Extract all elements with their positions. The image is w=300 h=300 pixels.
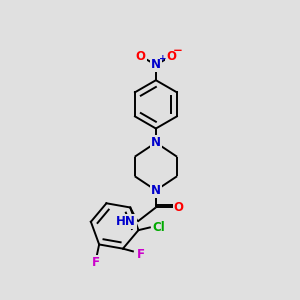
Text: F: F bbox=[136, 248, 145, 261]
Text: HN: HN bbox=[116, 215, 136, 228]
Text: Cl: Cl bbox=[152, 221, 165, 234]
Text: N: N bbox=[151, 136, 161, 149]
Text: O: O bbox=[136, 50, 146, 63]
Text: N: N bbox=[151, 136, 161, 149]
Text: F: F bbox=[92, 256, 100, 269]
Text: N: N bbox=[151, 58, 161, 71]
Text: O: O bbox=[174, 201, 184, 214]
Text: −: − bbox=[173, 44, 183, 57]
Text: O: O bbox=[166, 50, 176, 63]
Text: +: + bbox=[159, 54, 166, 63]
Text: N: N bbox=[151, 184, 161, 197]
